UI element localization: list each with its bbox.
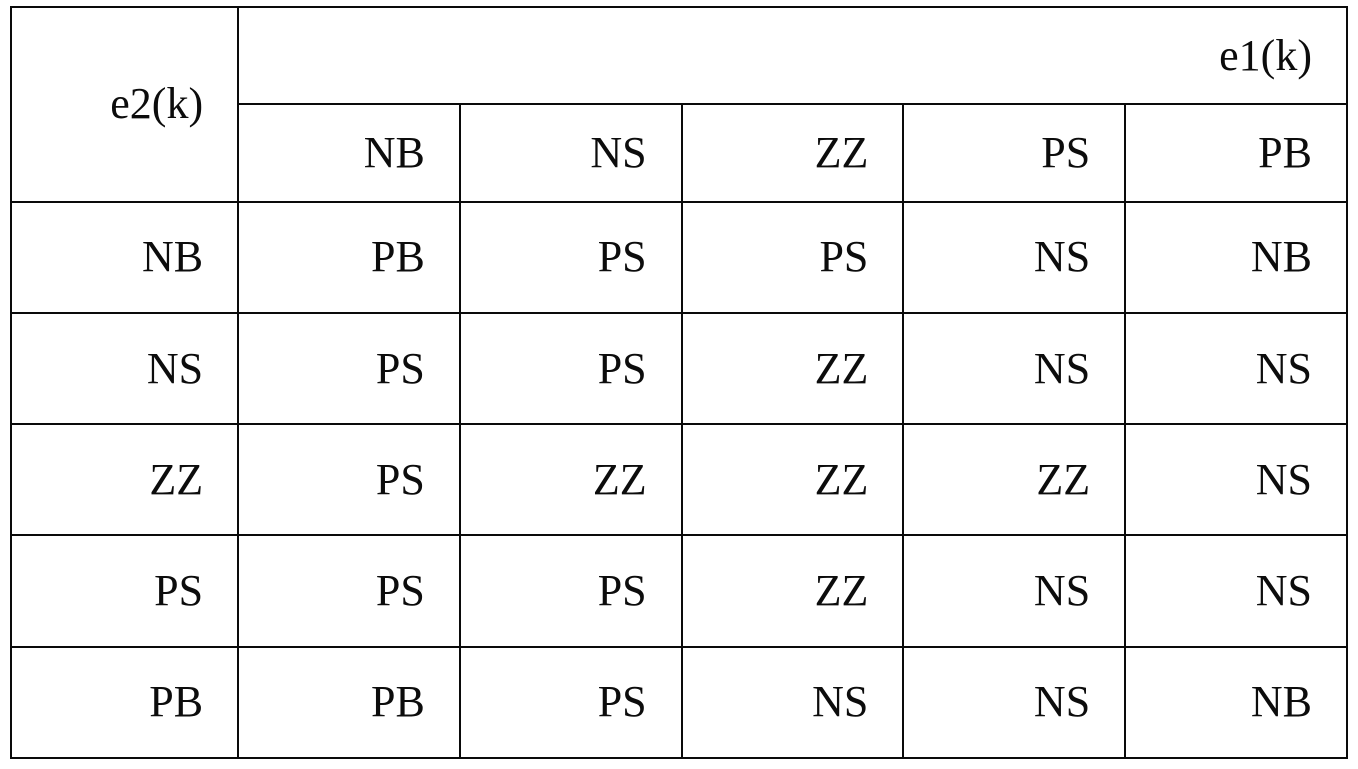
cell: NB bbox=[1125, 202, 1347, 313]
cell: NS bbox=[1125, 313, 1347, 424]
col-header: NS bbox=[460, 104, 682, 201]
cell: PS bbox=[238, 313, 460, 424]
cell: ZZ bbox=[460, 424, 682, 535]
row-header: NS bbox=[11, 313, 238, 424]
table-row: PB PB PS NS NS NB bbox=[11, 647, 1347, 758]
cell: ZZ bbox=[682, 313, 904, 424]
cell: NS bbox=[903, 202, 1125, 313]
col-header: ZZ bbox=[682, 104, 904, 201]
table-row: ZZ PS ZZ ZZ ZZ NS bbox=[11, 424, 1347, 535]
table-header-row-1: e2(k) e1(k) bbox=[11, 7, 1347, 104]
row-header: PS bbox=[11, 535, 238, 646]
table-row: NB PB PS PS NS NB bbox=[11, 202, 1347, 313]
row-header: NB bbox=[11, 202, 238, 313]
cell: PS bbox=[682, 202, 904, 313]
cell: PS bbox=[238, 424, 460, 535]
cell: NS bbox=[903, 313, 1125, 424]
cell: PB bbox=[238, 202, 460, 313]
col-header: PB bbox=[1125, 104, 1347, 201]
col-header: NB bbox=[238, 104, 460, 201]
cell: NB bbox=[1125, 647, 1347, 758]
cell: ZZ bbox=[682, 424, 904, 535]
cell: NS bbox=[682, 647, 904, 758]
cell: PS bbox=[238, 535, 460, 646]
row-header: ZZ bbox=[11, 424, 238, 535]
cell: PS bbox=[460, 202, 682, 313]
cell: PB bbox=[238, 647, 460, 758]
cell: PS bbox=[460, 535, 682, 646]
cell: NS bbox=[1125, 424, 1347, 535]
cell: NS bbox=[903, 535, 1125, 646]
col-header: PS bbox=[903, 104, 1125, 201]
cell: PS bbox=[460, 647, 682, 758]
fuzzy-rule-table: e2(k) e1(k) NB NS ZZ PS PB NB PB PS PS N… bbox=[10, 6, 1348, 759]
table-row: NS PS PS ZZ NS NS bbox=[11, 313, 1347, 424]
row-axis-label: e2(k) bbox=[11, 7, 238, 202]
cell: NS bbox=[1125, 535, 1347, 646]
row-header: PB bbox=[11, 647, 238, 758]
cell: ZZ bbox=[682, 535, 904, 646]
cell: ZZ bbox=[903, 424, 1125, 535]
table-row: PS PS PS ZZ NS NS bbox=[11, 535, 1347, 646]
cell: NS bbox=[903, 647, 1125, 758]
cell: PS bbox=[460, 313, 682, 424]
col-axis-label: e1(k) bbox=[238, 7, 1347, 104]
